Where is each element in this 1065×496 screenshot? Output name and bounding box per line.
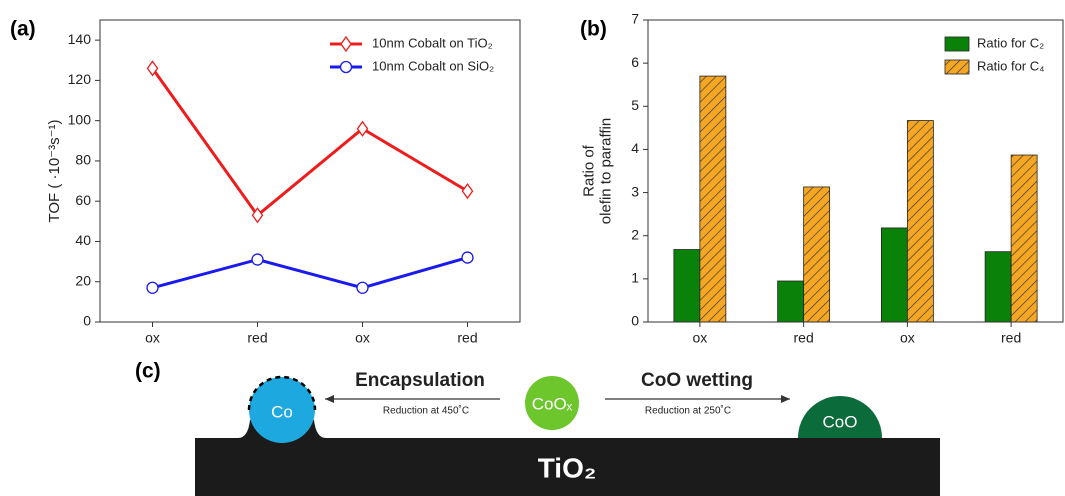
x-tick-label: ox [692, 330, 707, 346]
panel-label: (b) [580, 18, 607, 41]
x-tick-label: ox [900, 330, 915, 346]
x-tick-label: ox [355, 330, 370, 346]
x-tick-label: ox [145, 330, 160, 346]
arrow-note: Reduction at 250˚C [645, 405, 731, 417]
y-tick-label: 0 [83, 313, 91, 329]
y-tick-label: 1 [631, 270, 639, 286]
substrate-label: TiO₂ [538, 452, 597, 483]
arrow-title: CoO wetting [641, 370, 753, 391]
legend-label: Ratio for C₄ [977, 58, 1044, 73]
bar [778, 281, 804, 322]
marker [341, 37, 351, 51]
figure: (c) Co CoOₓ CoO TiO₂ Encapsulation Reduc… [0, 0, 1065, 496]
particle-label: CoOₓ [532, 394, 573, 413]
bar [804, 187, 830, 322]
x-tick-label: red [1001, 330, 1021, 346]
y-tick-label: 3 [631, 183, 639, 199]
bar [881, 228, 907, 322]
y-tick-label: 20 [75, 272, 91, 288]
marker [463, 184, 473, 198]
particle-label: CoO [823, 412, 858, 431]
y-tick-label: 140 [68, 31, 92, 47]
bar [1011, 155, 1037, 322]
bar [674, 250, 700, 322]
y-tick-label: 60 [75, 192, 91, 208]
y-tick-label: 80 [75, 152, 91, 168]
y-tick-label: 40 [75, 232, 91, 248]
y-axis-label: Ratio of [580, 144, 597, 197]
y-axis-label: TOF ( ·10⁻³s⁻¹) [46, 119, 63, 222]
arrowhead [781, 395, 790, 403]
line [153, 68, 468, 215]
particle-label: Co [271, 402, 293, 421]
line [153, 258, 468, 288]
y-tick-label: 5 [631, 97, 639, 113]
x-tick-label: red [247, 330, 267, 346]
marker [147, 282, 158, 293]
bar [907, 121, 933, 322]
panel-label: (c) [135, 360, 161, 383]
legend-label: Ratio for C₂ [977, 35, 1044, 50]
y-tick-label: 6 [631, 54, 639, 70]
y-tick-label: 0 [631, 313, 639, 329]
legend-swatch [945, 60, 969, 74]
legend-swatch [945, 37, 969, 51]
y-tick-label: 7 [631, 11, 639, 27]
marker [341, 62, 352, 73]
legend-label: 10nm Cobalt on SiO₂ [372, 58, 494, 73]
y-tick-label: 120 [68, 71, 92, 87]
arrowhead [325, 395, 334, 403]
legend-label: 10nm Cobalt on TiO₂ [372, 35, 493, 50]
x-tick-label: red [457, 330, 477, 346]
x-tick-label: red [794, 330, 814, 346]
y-tick-label: 2 [631, 226, 639, 242]
diagram: (c) Co CoOₓ CoO TiO₂ Encapsulation Reduc… [135, 360, 940, 496]
y-tick-label: 100 [68, 111, 92, 127]
y-axis-label: olefin to paraffin [597, 118, 614, 224]
marker [252, 254, 263, 265]
bar [700, 76, 726, 322]
bar [985, 252, 1011, 322]
arrow-title: Encapsulation [355, 370, 485, 391]
arrow-note: Reduction at 450˚C [383, 405, 469, 417]
marker [358, 122, 368, 136]
marker [357, 282, 368, 293]
y-tick-label: 4 [631, 140, 639, 156]
marker [462, 252, 473, 263]
panel-label: (a) [10, 18, 36, 41]
